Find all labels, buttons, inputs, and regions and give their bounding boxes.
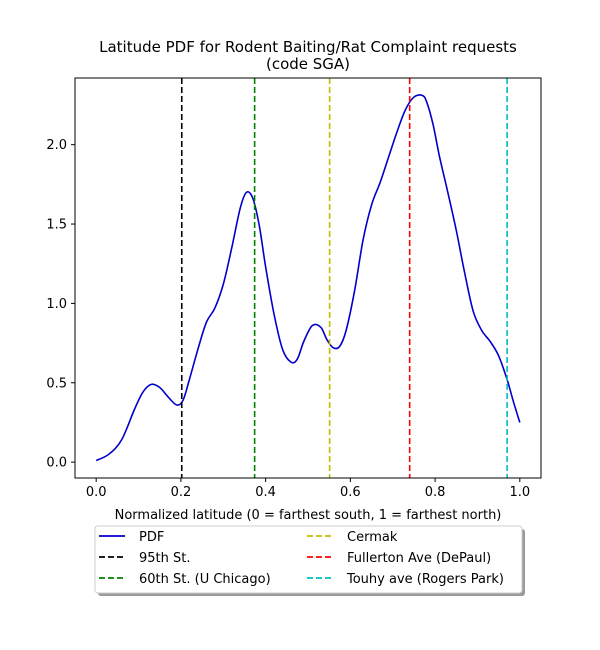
legend-label: 95th St. xyxy=(139,551,191,566)
y-tick-label: 2.0 xyxy=(46,138,67,153)
legend: PDF 95th St. 60th St. (U Chicago) Cermak Ful… xyxy=(94,525,525,596)
plot-area xyxy=(74,77,542,479)
legend-label: PDF xyxy=(139,530,164,545)
y-tick-label: 0.0 xyxy=(46,456,67,471)
legend-label: Touhy ave (Rogers Park) xyxy=(346,572,504,587)
x-tick-label: 0.8 xyxy=(425,485,446,500)
x-tick-label: 0.0 xyxy=(86,485,107,500)
legend-label: 60th St. (U Chicago) xyxy=(139,572,271,587)
y-tick-label: 1.0 xyxy=(46,297,67,312)
x-tick-label: 0.6 xyxy=(340,485,361,500)
x-axis-label: Normalized latitude (0 = farthest south,… xyxy=(115,508,502,523)
legend-label: Fullerton Ave (DePaul) xyxy=(347,551,491,566)
x-tick-label: 0.2 xyxy=(171,485,192,500)
legend-box xyxy=(94,525,523,594)
x-tick-label: 1.0 xyxy=(509,485,530,500)
legend-label: Cermak xyxy=(347,530,398,545)
x-axis: 0.0 0.2 0.4 0.6 0.8 1.0 xyxy=(86,478,530,500)
x-tick-label: 0.4 xyxy=(255,485,276,500)
pdf-line xyxy=(95,94,521,462)
y-tick-label: 1.5 xyxy=(46,218,67,233)
chart-title-line-2: (code SGA) xyxy=(266,55,350,73)
y-axis: 0.0 0.5 1.0 1.5 2.0 xyxy=(46,138,75,471)
chart-title: Latitude PDF for Rodent Baiting/Rat Comp… xyxy=(99,38,517,73)
y-tick-label: 0.5 xyxy=(46,376,67,391)
chart-title-line-1: Latitude PDF for Rodent Baiting/Rat Comp… xyxy=(99,38,517,56)
